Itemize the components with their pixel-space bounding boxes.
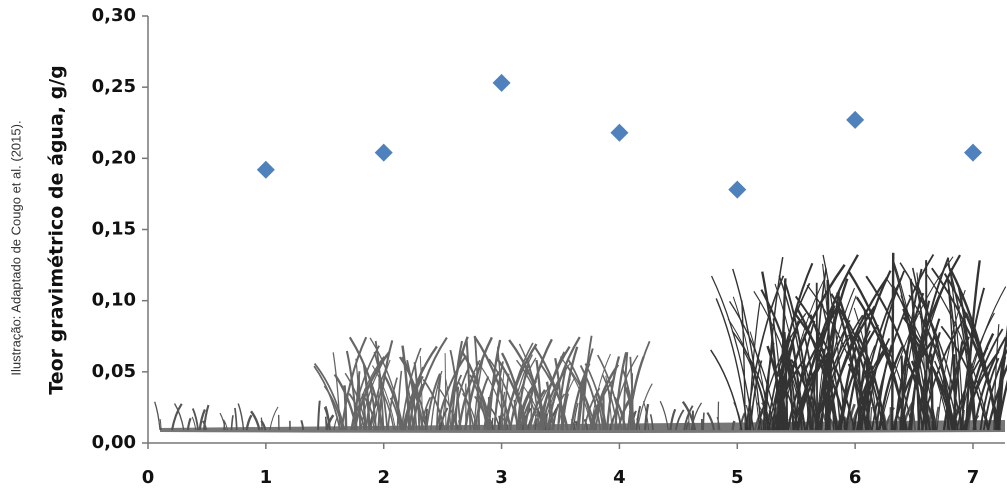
- x-tick-label: 6: [849, 467, 862, 488]
- grass-blade: [703, 413, 704, 430]
- point: [493, 74, 511, 92]
- grass-blade: [999, 290, 1007, 430]
- y-axis-label: Teor gravimétrico de água, g/g: [46, 65, 68, 394]
- grass-illustration: [155, 253, 1007, 433]
- credit: Ilustração: Adaptado de Cougo et al. (20…: [8, 120, 23, 375]
- y-tick-label: 0,10: [92, 290, 136, 311]
- grass-blade: [235, 408, 237, 430]
- x-tick-label: 4: [613, 467, 626, 488]
- point: [375, 144, 393, 162]
- point: [610, 124, 628, 142]
- point: [257, 161, 275, 179]
- x-tick-label: 1: [260, 467, 273, 488]
- x-tick-label: 7: [967, 467, 980, 488]
- y-tick-label: 0,20: [92, 147, 136, 168]
- point: [964, 144, 982, 162]
- point: [728, 181, 746, 199]
- y-tick-label: 0,15: [92, 219, 136, 240]
- grass-blade: [445, 353, 446, 430]
- y-tick-label: 0,05: [92, 361, 136, 382]
- x-tick-label: 0: [142, 467, 155, 488]
- y-tick-label: 0,25: [92, 76, 136, 97]
- y-tick-label: 0,30: [92, 5, 136, 26]
- grass-blade: [155, 402, 160, 430]
- y-tick-label: 0,00: [92, 432, 136, 453]
- point: [846, 111, 864, 129]
- x-tick-label: 2: [377, 467, 390, 488]
- x-tick-label: 5: [731, 467, 744, 488]
- grass-blade: [711, 350, 742, 430]
- grass-blade: [326, 417, 327, 430]
- grass-blade: [318, 401, 320, 430]
- grass-blade: [261, 418, 262, 430]
- grass-blade: [270, 407, 278, 430]
- grass-blade: [892, 253, 893, 430]
- grass-blade: [224, 422, 225, 430]
- grass-blade: [238, 404, 243, 430]
- x-tick-label: 3: [495, 467, 508, 488]
- chart: Ilustração: Adaptado de Cougo et al. (20…: [0, 0, 1007, 494]
